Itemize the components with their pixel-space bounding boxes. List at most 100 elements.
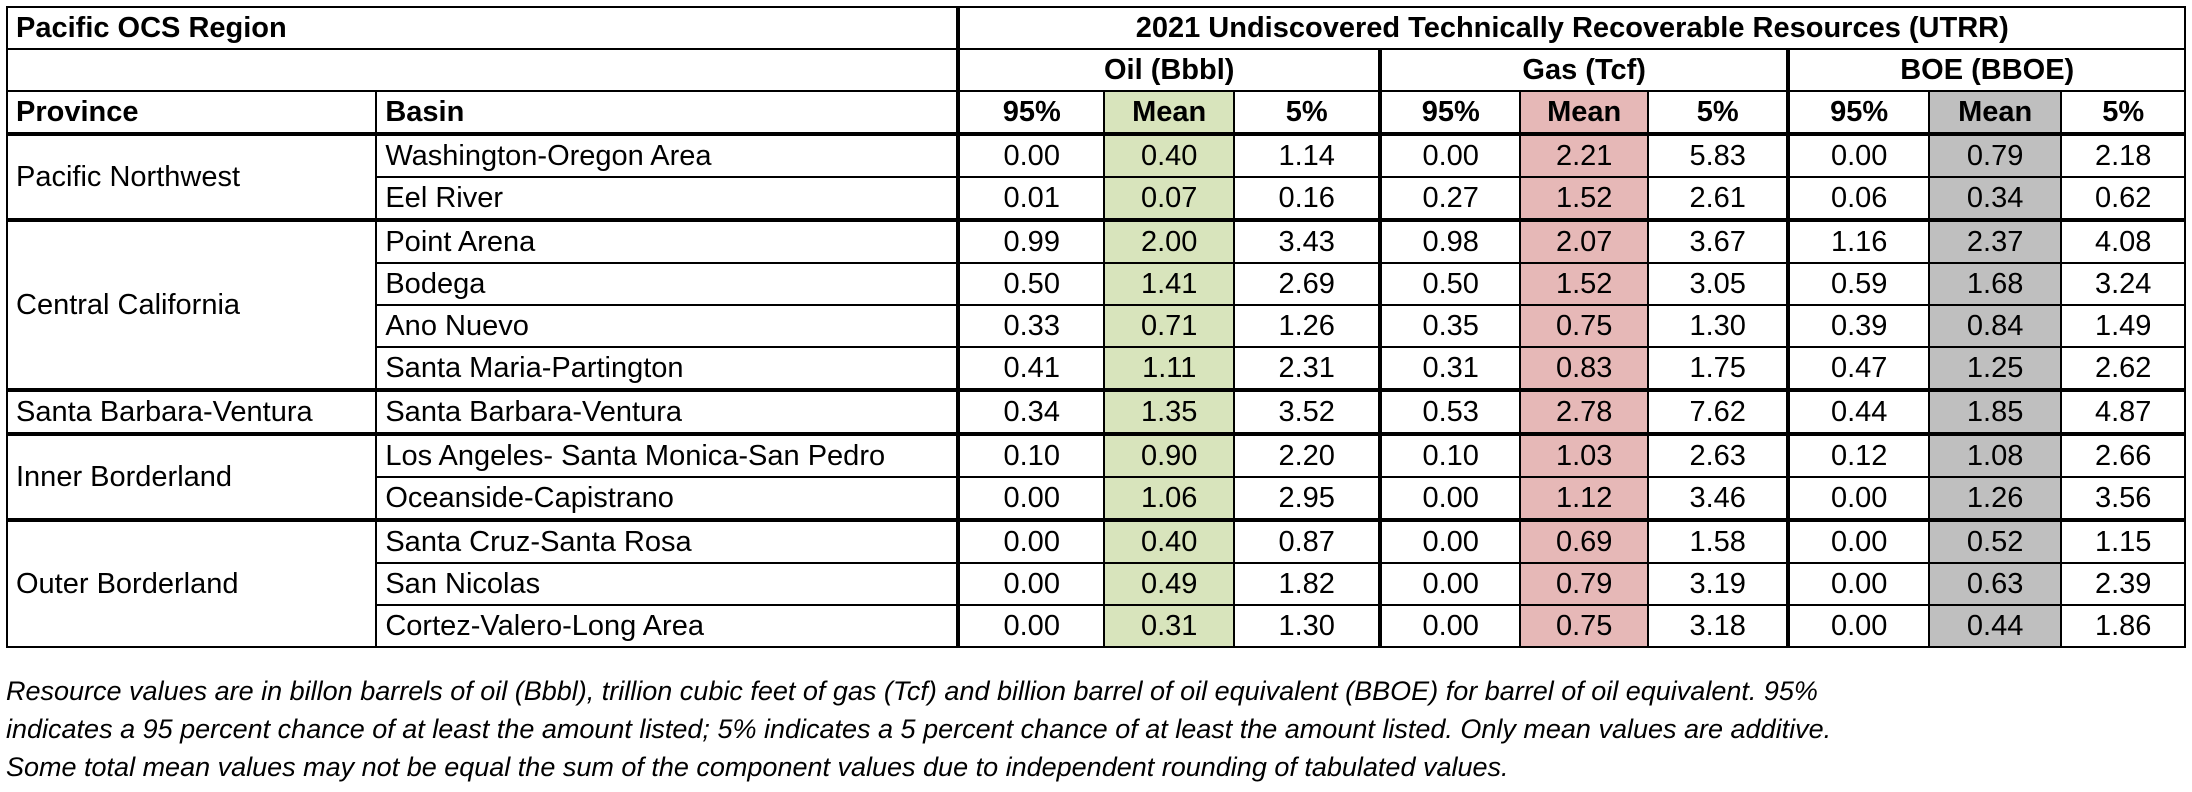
boe-95-value: 0.44 xyxy=(1786,388,1930,435)
boe-mean-value: 0.52 xyxy=(1927,518,2063,564)
boe-95-value: 0.12 xyxy=(1786,432,1930,478)
oil-95-value: 0.01 xyxy=(956,176,1105,221)
basin-cell: Ano Nuevo xyxy=(375,304,960,348)
oil-mean-value: 0.90 xyxy=(1102,432,1236,478)
footnote-line: Resource values are in billon barrels of… xyxy=(6,676,1818,706)
boe-mean-value: 2.37 xyxy=(1927,218,2063,264)
gas-95-value: 0.10 xyxy=(1377,432,1522,478)
boe-95-value: 0.06 xyxy=(1786,176,1930,221)
boe-5-value: 4.08 xyxy=(2060,218,2186,264)
boe-95-value: 1.16 xyxy=(1786,218,1930,264)
col-header-boe-mean: Mean xyxy=(1927,90,2063,136)
gas-95-value: 0.00 xyxy=(1377,476,1522,521)
gas-mean-value: 1.12 xyxy=(1519,476,1649,521)
oil-95-value: 0.50 xyxy=(956,262,1105,306)
oil-5-value: 0.16 xyxy=(1233,176,1381,221)
boe-5-value: 4.87 xyxy=(2060,388,2186,435)
boe-5-value: 3.56 xyxy=(2060,476,2186,521)
oil-mean-value: 0.71 xyxy=(1102,304,1236,348)
table-row: Ano Nuevo 0.33 0.71 1.26 0.35 0.75 1.30 0.39 0.8… xyxy=(7,304,2186,348)
province-cell: Pacific Northwest xyxy=(5,133,378,221)
header-row-groups: Oil (Bbbl) Gas (Tcf) BOE (BBOE) xyxy=(5,48,2186,92)
boe-5-value: 0.62 xyxy=(2060,176,2186,221)
col-header-basin: Basin xyxy=(375,90,960,136)
resource-table-container: Pacific OCS Region 2021 Undiscovered Tec… xyxy=(5,6,2186,648)
boe-mean-value: 0.79 xyxy=(1927,133,2063,178)
basin-cell: Santa Maria-Partington xyxy=(375,346,960,391)
oil-5-value: 3.43 xyxy=(1233,218,1381,264)
province-cell: Outer Borderland xyxy=(5,518,378,648)
table-row: Cortez-Valero-Long Area 0.00 0.31 1.30 0.00 0… xyxy=(7,604,2186,648)
oil-mean-value: 0.40 xyxy=(1102,133,1236,178)
footnote-line: indicates a 95 percent chance of at leas… xyxy=(6,714,1832,744)
footnote: Resource values are in billon barrels of… xyxy=(6,672,2186,786)
col-header-boe-95: 95% xyxy=(1786,90,1930,136)
boe-5-value: 1.15 xyxy=(2060,518,2186,564)
basin-cell: Eel River xyxy=(375,176,960,221)
oil-5-value: 1.82 xyxy=(1233,562,1381,606)
basin-cell: Cortez-Valero-Long Area xyxy=(375,604,960,648)
boe-5-value: 1.49 xyxy=(2060,304,2186,348)
basin-cell: Point Arena xyxy=(375,218,960,264)
basin-cell: Bodega xyxy=(375,262,960,306)
oil-95-value: 0.00 xyxy=(956,562,1105,606)
basin-cell: San Nicolas xyxy=(375,562,960,606)
basin-cell: Santa Cruz-Santa Rosa xyxy=(375,518,960,564)
gas-95-value: 0.00 xyxy=(1377,133,1522,178)
oil-5-value: 2.95 xyxy=(1233,476,1381,521)
oil-95-value: 0.00 xyxy=(956,604,1105,648)
gas-mean-value: 1.03 xyxy=(1519,432,1649,478)
oil-mean-value: 1.35 xyxy=(1102,388,1236,435)
gas-5-value: 1.58 xyxy=(1646,518,1790,564)
oil-5-value: 2.31 xyxy=(1233,346,1381,391)
oil-mean-value: 2.00 xyxy=(1102,218,1236,264)
oil-95-value: 0.33 xyxy=(956,304,1105,348)
gas-mean-value: 2.21 xyxy=(1519,133,1649,178)
oil-5-value: 1.30 xyxy=(1233,604,1381,648)
gas-mean-value: 0.75 xyxy=(1519,604,1649,648)
gas-95-value: 0.27 xyxy=(1377,176,1522,221)
boe-95-value: 0.39 xyxy=(1786,304,1930,348)
boe-5-value: 2.18 xyxy=(2060,133,2186,178)
province-cell: Santa Barbara-Ventura xyxy=(5,388,378,435)
boe-mean-value: 0.63 xyxy=(1927,562,2063,606)
table-row: San Nicolas 0.00 0.49 1.82 0.00 0.79 3.19 0.00 0… xyxy=(7,562,2186,606)
gas-5-value: 3.46 xyxy=(1646,476,1790,521)
col-header-boe-5: 5% xyxy=(2060,90,2186,136)
utrr-table: Pacific OCS Region 2021 Undiscovered Tec… xyxy=(5,6,2186,648)
basin-cell: Washington-Oregon Area xyxy=(375,133,960,178)
table-row: Outer Borderland Santa Cruz-Santa Rosa 0.0… xyxy=(5,518,2186,648)
boe-5-value: 2.66 xyxy=(2060,432,2186,478)
oil-5-value: 1.26 xyxy=(1233,304,1381,348)
table-row: Central California Point Arena 0.99 2.00 3.4… xyxy=(5,218,2186,391)
col-header-gas-95: 95% xyxy=(1377,90,1522,136)
gas-5-value: 1.30 xyxy=(1646,304,1790,348)
table-row: Eel River 0.01 0.07 0.16 0.27 1.52 2.61 0.06 0.3… xyxy=(7,176,2186,221)
footnote-line: Some total mean values may not be equal … xyxy=(6,752,1509,782)
oil-mean-value: 0.31 xyxy=(1102,604,1236,648)
oil-95-value: 0.00 xyxy=(956,518,1105,564)
gas-5-value: 3.19 xyxy=(1646,562,1790,606)
boe-mean-value: 0.34 xyxy=(1927,176,2063,221)
oil-95-value: 0.10 xyxy=(956,432,1105,478)
gas-5-value: 1.75 xyxy=(1646,346,1790,391)
gas-mean-value: 1.52 xyxy=(1519,262,1649,306)
table-row: Inner Borderland Los Angeles- Santa Monic… xyxy=(5,432,2186,521)
oil-5-value: 0.87 xyxy=(1233,518,1381,564)
basin-cell: Santa Barbara-Ventura xyxy=(375,388,960,435)
oil-mean-value: 1.11 xyxy=(1102,346,1236,391)
boe-5-value: 3.24 xyxy=(2060,262,2186,306)
col-header-gas-5: 5% xyxy=(1646,90,1790,136)
gas-mean-value: 1.52 xyxy=(1519,176,1649,221)
oil-5-value: 1.14 xyxy=(1233,133,1381,178)
boe-95-value: 0.00 xyxy=(1786,518,1930,564)
gas-95-value: 0.00 xyxy=(1377,562,1522,606)
gas-mean-value: 0.69 xyxy=(1519,518,1649,564)
boe-5-value: 1.86 xyxy=(2060,604,2186,648)
region-title: Pacific OCS Region xyxy=(5,6,960,50)
boe-95-value: 0.47 xyxy=(1786,346,1930,391)
boe-mean-value: 1.25 xyxy=(1927,346,2063,391)
table-title: 2021 Undiscovered Technically Recoverabl… xyxy=(956,6,2186,50)
gas-95-value: 0.00 xyxy=(1377,518,1522,564)
boe-mean-value: 0.84 xyxy=(1927,304,2063,348)
